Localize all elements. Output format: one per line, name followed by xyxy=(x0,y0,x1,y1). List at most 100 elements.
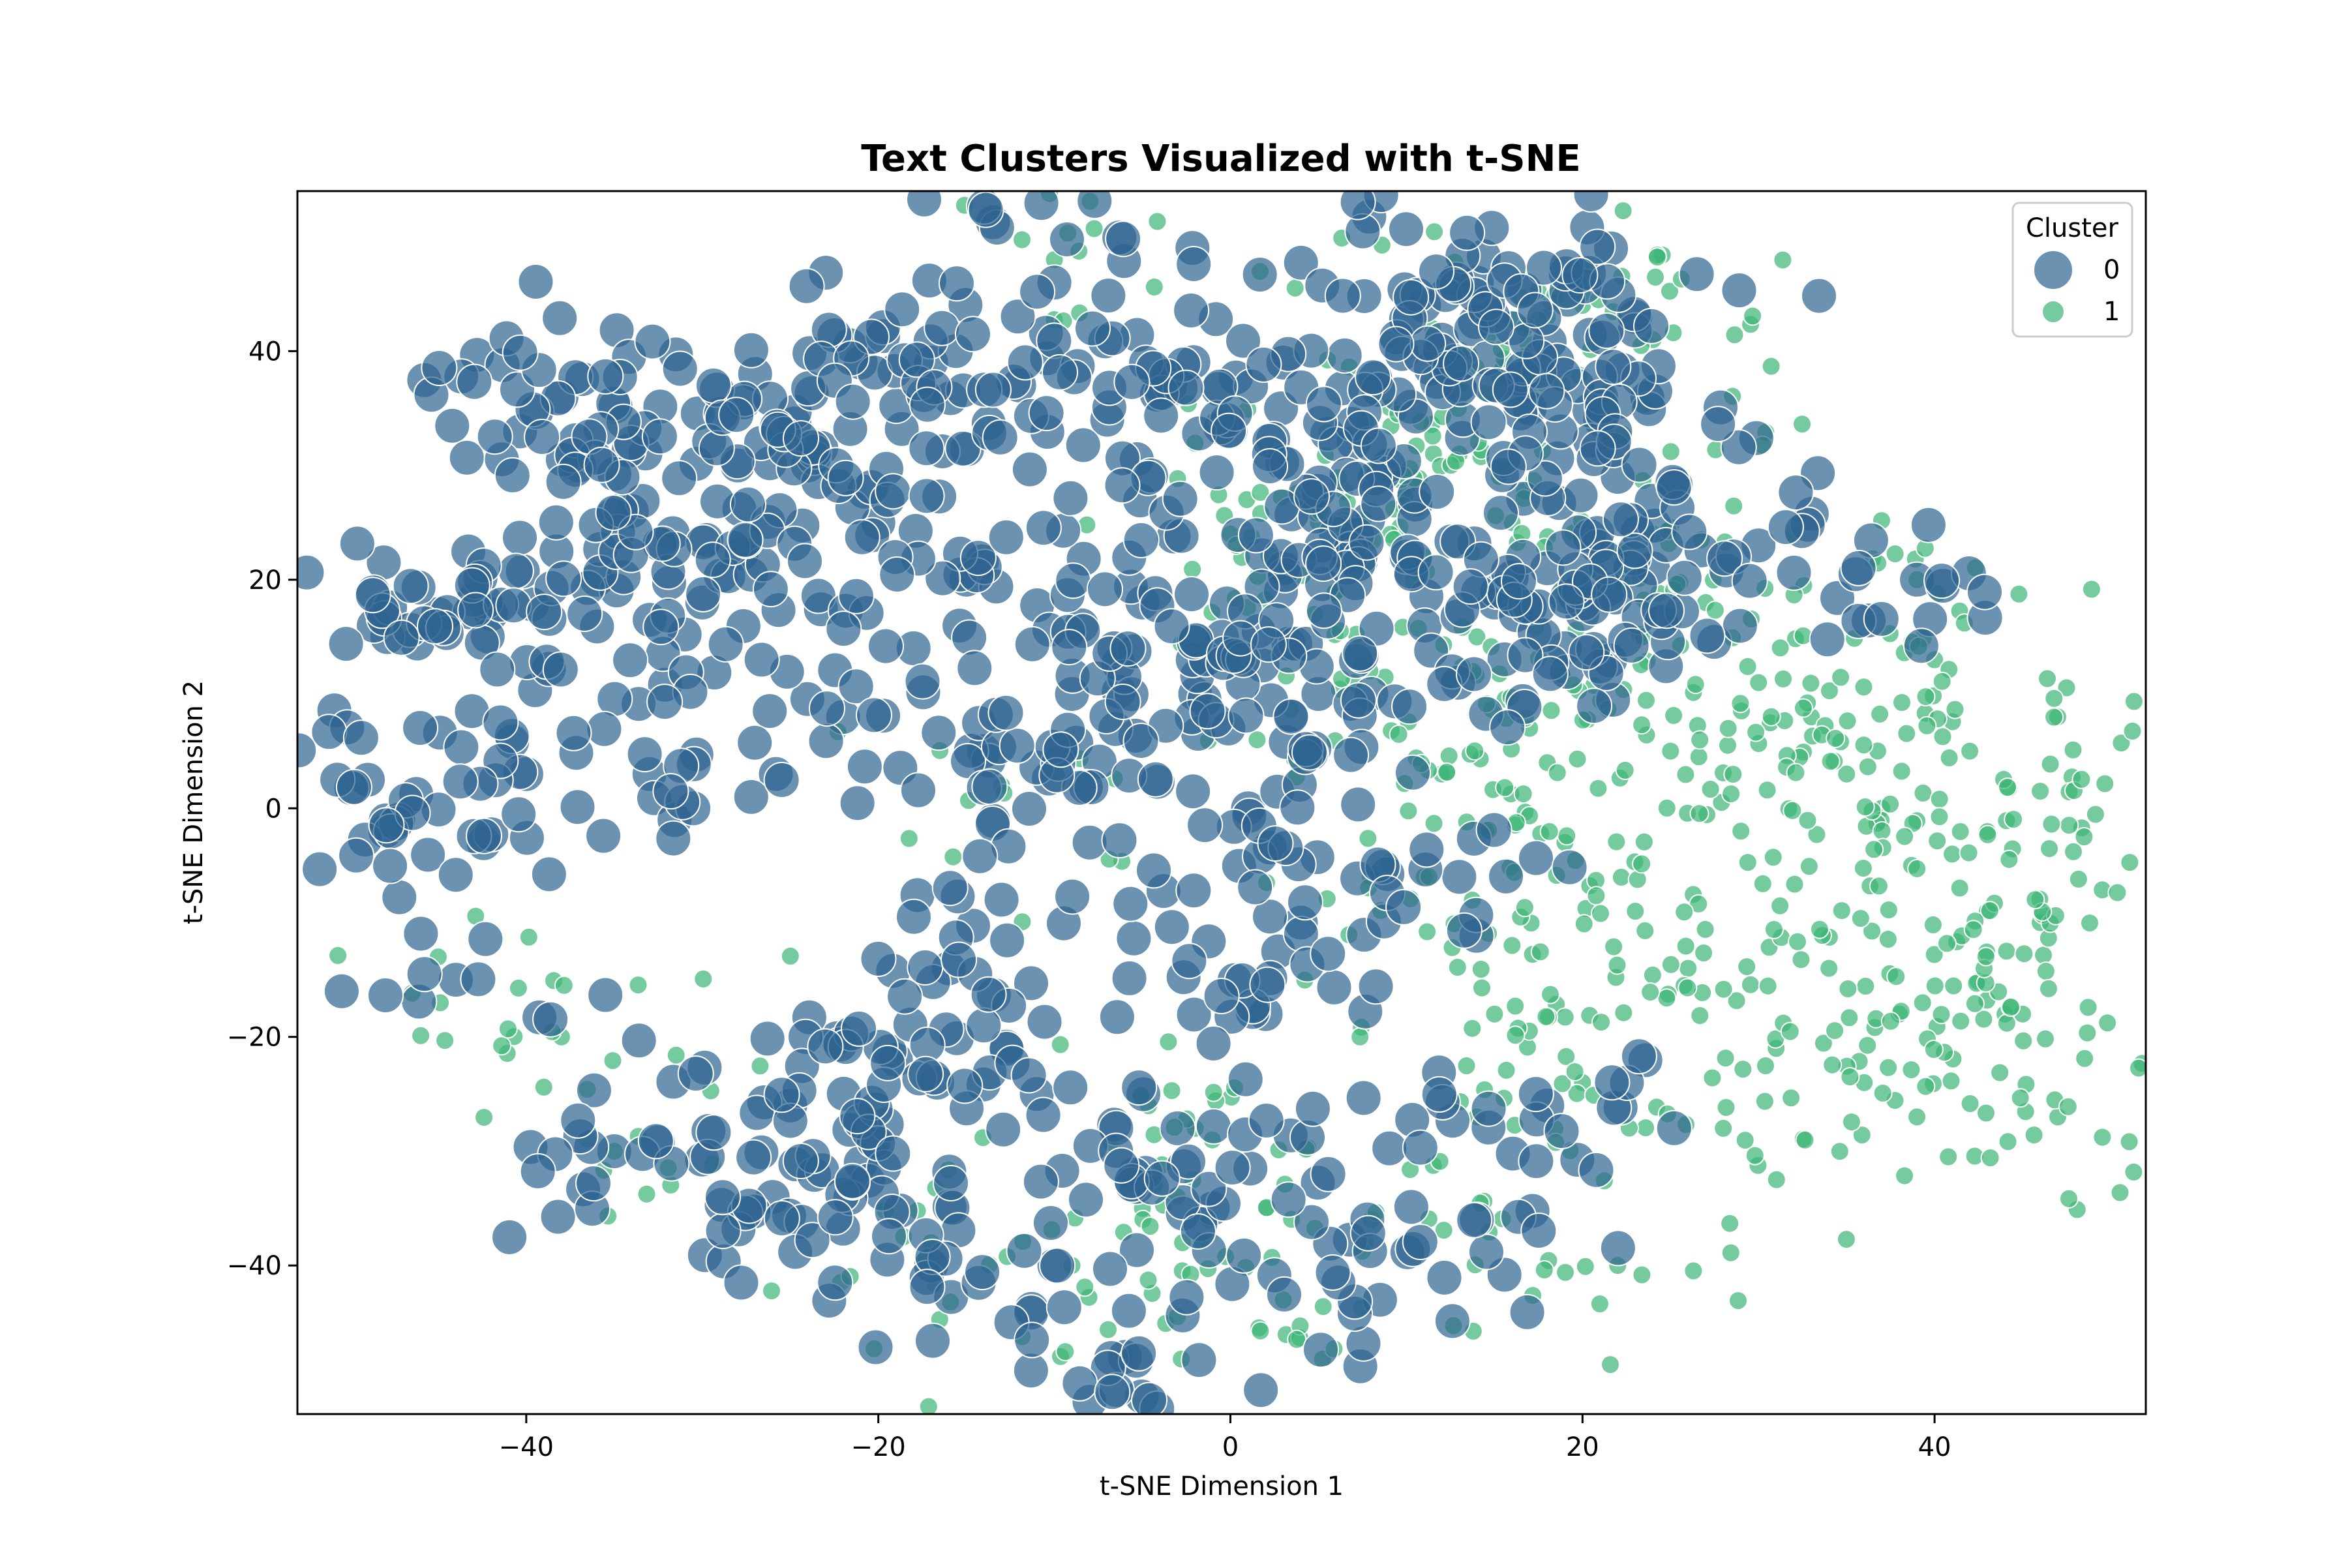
cluster-0-point xyxy=(642,609,680,646)
cluster-1-point xyxy=(1795,1130,1815,1150)
cluster-1-point xyxy=(554,975,574,995)
cluster-0-point xyxy=(467,920,504,957)
cluster-0-point xyxy=(634,323,671,360)
cluster-1-point xyxy=(1147,211,1167,232)
cluster-0-point xyxy=(502,519,538,556)
x-tick-label: −40 xyxy=(499,1432,554,1462)
cluster-1-point xyxy=(1158,1032,1179,1052)
cluster-0-point xyxy=(699,483,736,520)
cluster-1-point xyxy=(1912,993,1933,1013)
cluster-0-point xyxy=(1250,626,1287,663)
cluster-1-point xyxy=(1642,965,1663,985)
cluster-0-point xyxy=(1392,1188,1430,1226)
cluster-0-point xyxy=(1249,966,1286,1003)
cluster-0-point xyxy=(1122,522,1160,558)
cluster-0-point xyxy=(542,651,579,688)
cluster-1-point xyxy=(2124,691,2144,712)
x-tick-label: 40 xyxy=(1918,1432,1951,1462)
cluster-0-point xyxy=(1408,831,1445,868)
cluster-1-point xyxy=(1950,821,1970,841)
y-axis-label: t-SNE Dimension 2 xyxy=(179,680,209,924)
cluster-0-point xyxy=(970,976,1007,1013)
cluster-0-point xyxy=(732,778,770,815)
cluster-1-point xyxy=(1885,544,1905,564)
x-tick-label: 20 xyxy=(1566,1432,1599,1462)
cluster-0-point xyxy=(843,519,880,556)
cluster-0-point xyxy=(1054,878,1091,915)
cluster-0-point xyxy=(1923,562,1961,599)
cluster-0-point xyxy=(1579,228,1616,265)
cluster-1-point xyxy=(1960,741,1980,761)
cluster-1-point xyxy=(1878,929,1898,949)
cluster-0-point xyxy=(825,611,862,648)
cluster-0-point xyxy=(732,331,770,369)
cluster-0-point xyxy=(695,1114,732,1151)
cluster-1-point xyxy=(2111,733,2131,753)
cluster-1-point xyxy=(2063,740,2083,760)
cluster-0-point xyxy=(906,191,942,218)
cluster-1-point xyxy=(1661,442,1681,462)
cluster-0-points xyxy=(297,191,2004,1414)
cluster-1-point xyxy=(1895,826,1915,847)
cluster-1-point xyxy=(1836,1229,1856,1250)
cluster-1-point xyxy=(1203,1082,1224,1102)
cluster-1-point xyxy=(508,978,528,998)
cluster-0-point xyxy=(677,1055,714,1093)
cluster-0-point xyxy=(946,1067,984,1104)
cluster-1-point xyxy=(1839,1008,1859,1028)
cluster-0-point xyxy=(787,543,823,580)
cluster-1-point xyxy=(1770,638,1790,658)
cluster-1-point xyxy=(1557,826,1577,846)
cluster-1-point xyxy=(1695,919,1715,939)
cluster-1-point xyxy=(1855,797,1875,817)
cluster-0-point xyxy=(907,1055,944,1093)
cluster-1-point xyxy=(1780,1021,1800,1042)
cluster-0-point xyxy=(1903,627,1940,665)
cluster-1-point xyxy=(1923,914,1943,935)
cluster-0-point xyxy=(476,418,513,455)
cluster-0-point xyxy=(817,1199,854,1236)
cluster-0-point xyxy=(1012,1352,1049,1389)
cluster-0-point xyxy=(1013,965,1049,1002)
cluster-0-point xyxy=(837,668,875,705)
cluster-1-point xyxy=(1998,1132,2018,1152)
cluster-1-point xyxy=(1285,278,1305,298)
cluster-0-point xyxy=(495,587,532,624)
cluster-1-point xyxy=(1960,1094,1980,1113)
y-axis: −40 −20 0 20 40 xyxy=(227,337,297,1281)
cluster-0-point xyxy=(908,477,945,515)
cluster-1-point xyxy=(498,1019,518,1039)
cluster-1-point xyxy=(1829,1141,1850,1162)
cluster-0-point xyxy=(1700,406,1737,443)
cluster-0-point xyxy=(1270,1181,1307,1218)
cluster-0-point xyxy=(1621,446,1658,483)
cluster-1-point xyxy=(1858,757,1878,777)
cluster-0-point xyxy=(1388,211,1424,248)
cluster-1-point xyxy=(1358,828,1378,849)
cluster-1-point xyxy=(1999,849,2019,869)
cluster-0-point xyxy=(807,1028,844,1065)
cluster-1-point xyxy=(1878,900,1899,920)
cluster-1-point xyxy=(1514,897,1535,918)
cluster-0-point xyxy=(1023,191,1060,222)
cluster-1-point xyxy=(2001,997,2021,1017)
cluster-0-point xyxy=(301,851,339,888)
cluster-1-point xyxy=(1661,741,1681,761)
cluster-0-point xyxy=(939,265,975,302)
cluster-1-point xyxy=(2039,978,2058,999)
cluster-0-point xyxy=(342,719,380,757)
cluster-0-point xyxy=(1294,1090,1331,1127)
cluster-1-point xyxy=(1350,1027,1370,1047)
cluster-0-point xyxy=(1468,1233,1505,1271)
cluster-1-point xyxy=(1513,784,1533,804)
cluster-1-point xyxy=(1932,671,1952,691)
cluster-0-point xyxy=(1076,191,1113,219)
cluster-1-point xyxy=(1945,699,1965,719)
cluster-0-point xyxy=(752,571,789,608)
cluster-0-point xyxy=(1175,996,1212,1033)
cluster-0-point xyxy=(500,796,537,833)
cluster-0-point xyxy=(1227,1061,1264,1098)
cluster-0-point xyxy=(924,309,961,346)
cluster-0-point xyxy=(626,736,663,773)
